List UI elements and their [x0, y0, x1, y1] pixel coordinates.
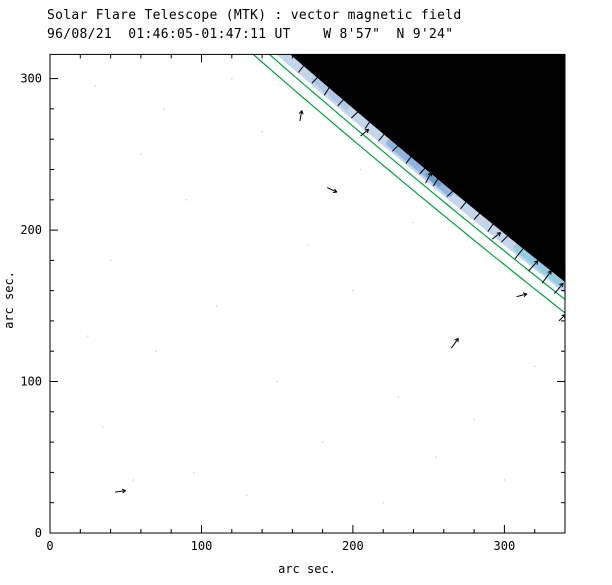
- svg-text:100: 100: [20, 375, 42, 389]
- noise-specks: [87, 77, 536, 504]
- svg-text:200: 200: [342, 539, 364, 553]
- plot-generated-content: 0 100 200 300 0 100 200 300: [20, 53, 566, 553]
- plot-subtitle: 96/08/21 01:46:05-01:47:11 UT W 8'57" N …: [47, 27, 454, 42]
- x-axis-label: arc sec.: [278, 562, 336, 576]
- svg-text:0: 0: [46, 539, 53, 553]
- y-tick-labels: 0 100 200 300: [20, 72, 42, 540]
- magnetic-vectors: [115, 60, 565, 494]
- field-contours: [252, 54, 565, 314]
- axis-ticks: [49, 54, 566, 534]
- svg-text:200: 200: [20, 223, 42, 237]
- svg-text:300: 300: [494, 539, 516, 553]
- y-axis-label: arc sec.: [2, 271, 16, 329]
- plot-frame: [49, 53, 566, 534]
- svg-text:300: 300: [20, 72, 42, 86]
- x-tick-labels: 0 100 200 300: [46, 539, 515, 553]
- svg-text:100: 100: [191, 539, 213, 553]
- plot-title: Solar Flare Telescope (MTK) : vector mag…: [47, 8, 462, 23]
- svg-text:0: 0: [35, 526, 42, 540]
